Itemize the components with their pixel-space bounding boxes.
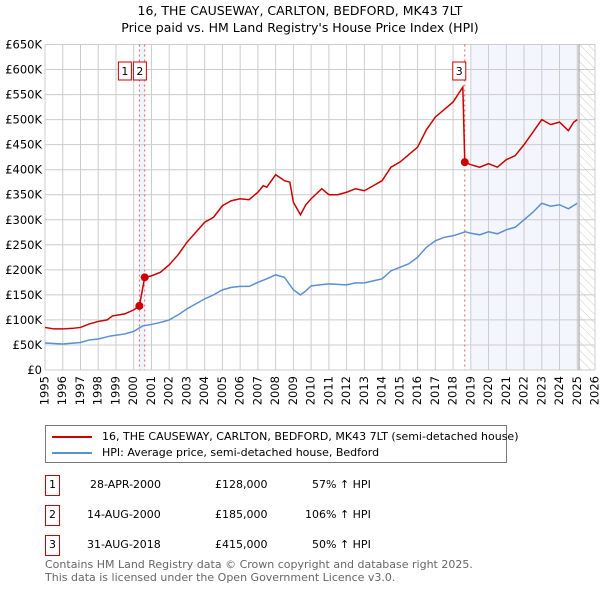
- y-tick-label: £0: [27, 363, 42, 377]
- sale-point: [135, 301, 144, 310]
- transaction-hpi: 106% ↑ HPI: [305, 508, 371, 521]
- x-tick-label: 1999: [108, 376, 122, 405]
- legend-swatch-red: [52, 435, 92, 438]
- post-sale-band: [470, 44, 580, 370]
- x-tick-label: 2018: [446, 376, 460, 405]
- x-tick-label: 2004: [197, 376, 211, 405]
- x-tick-label: 2003: [179, 376, 193, 405]
- x-tick-label: 2025: [570, 376, 584, 405]
- legend-item-property: 16, THE CAUSEWAY, CARLTON, BEDFORD, MK43…: [52, 430, 519, 443]
- sale-label-box: [452, 61, 467, 81]
- legend-label: HPI: Average price, semi-detached house,…: [102, 446, 380, 459]
- legend-label: 16, THE CAUSEWAY, CARLTON, BEDFORD, MK43…: [102, 430, 519, 443]
- transaction-hpi: 50% ↑ HPI: [312, 538, 371, 551]
- y-tick-label: £650K: [5, 38, 42, 52]
- x-tick-label: 1998: [91, 376, 105, 405]
- x-tick-label: 2022: [517, 376, 531, 405]
- sale-label: 3: [456, 65, 463, 78]
- y-tick-label: £500K: [5, 113, 42, 127]
- sale-label: 1: [121, 65, 128, 78]
- x-tick-label: 2019: [463, 376, 477, 405]
- x-tick-label: 2000: [126, 376, 140, 405]
- title-line-1: 16, THE CAUSEWAY, CARLTON, BEDFORD, MK43…: [137, 3, 463, 18]
- x-tick-label: 2008: [268, 376, 282, 405]
- y-tick-label: £150K: [5, 288, 42, 302]
- future-hatch: [579, 44, 595, 370]
- transaction-number: 1: [45, 475, 60, 496]
- x-tick-label: 1995: [38, 376, 52, 405]
- legend-item-hpi: HPI: Average price, semi-detached house,…: [52, 446, 379, 459]
- x-tick-label: 2023: [534, 376, 548, 405]
- y-tick-label: £450K: [5, 138, 42, 152]
- x-tick-label: 2001: [144, 376, 158, 405]
- sale-label-box: [117, 61, 132, 81]
- footer-line-2: This data is licensed under the Open Gov…: [45, 571, 396, 584]
- x-tick-label: 2007: [250, 376, 264, 405]
- x-tick-label: 2020: [481, 376, 495, 405]
- legend-swatch-blue: [52, 451, 92, 454]
- transaction-price: £128,000: [215, 478, 268, 491]
- x-tick-label: 2017: [428, 376, 442, 405]
- x-tick-label: 2010: [304, 376, 318, 405]
- footer-line-1: Contains HM Land Registry data © Crown c…: [45, 558, 473, 571]
- y-tick-label: £250K: [5, 238, 42, 252]
- sale-label-box: [132, 61, 147, 81]
- x-tick-label: 2011: [321, 376, 335, 405]
- sale-band: [139, 44, 145, 370]
- y-tick-label: £400K: [5, 163, 42, 177]
- x-tick-label: 2009: [286, 376, 300, 405]
- x-tick-label: 1996: [55, 376, 69, 405]
- transaction-date: 14-AUG-2000: [87, 508, 161, 521]
- hpi-line: [44, 202, 578, 345]
- x-tick-label: 2014: [375, 376, 389, 405]
- transaction-number: 3: [45, 535, 60, 556]
- transaction-price: £185,000: [215, 508, 268, 521]
- x-tick-label: 2015: [392, 376, 406, 405]
- title-line-2: Price paid vs. HM Land Registry's House …: [121, 20, 479, 35]
- x-tick-label: 2012: [339, 376, 353, 405]
- y-tick-label: £200K: [5, 263, 42, 277]
- x-tick-label: 2016: [410, 376, 424, 405]
- x-tick-label: 2026: [588, 376, 600, 405]
- transaction-date: 28-APR-2000: [90, 478, 162, 491]
- x-tick-label: 2002: [162, 376, 176, 405]
- transaction-hpi: 57% ↑ HPI: [312, 478, 371, 491]
- y-tick-label: £350K: [5, 188, 42, 202]
- x-tick-label: 2021: [499, 376, 513, 405]
- sale-label: 2: [136, 65, 143, 78]
- x-tick-label: 1997: [73, 376, 87, 405]
- sale-point: [140, 273, 149, 282]
- x-tick-label: 2006: [233, 376, 247, 405]
- transaction-number: 2: [45, 505, 60, 526]
- footer: Contains HM Land Registry data © Crown c…: [45, 558, 473, 584]
- y-tick-label: £300K: [5, 213, 42, 227]
- y-tick-label: £50K: [13, 338, 43, 352]
- transaction-date: 31-AUG-2018: [87, 538, 161, 551]
- chart-legend: 16, THE CAUSEWAY, CARLTON, BEDFORD, MK43…: [45, 425, 519, 463]
- transaction-price: £415,000: [215, 538, 268, 551]
- y-tick-label: £550K: [5, 88, 42, 102]
- x-tick-label: 2024: [552, 376, 566, 405]
- sale-point: [460, 158, 469, 167]
- x-tick-label: 2005: [215, 376, 229, 405]
- x-tick-label: 2013: [357, 376, 371, 405]
- chart-title: 16, THE CAUSEWAY, CARLTON, BEDFORD, MK43…: [0, 2, 600, 36]
- y-tick-label: £600K: [5, 63, 42, 77]
- y-tick-label: £100K: [5, 313, 42, 327]
